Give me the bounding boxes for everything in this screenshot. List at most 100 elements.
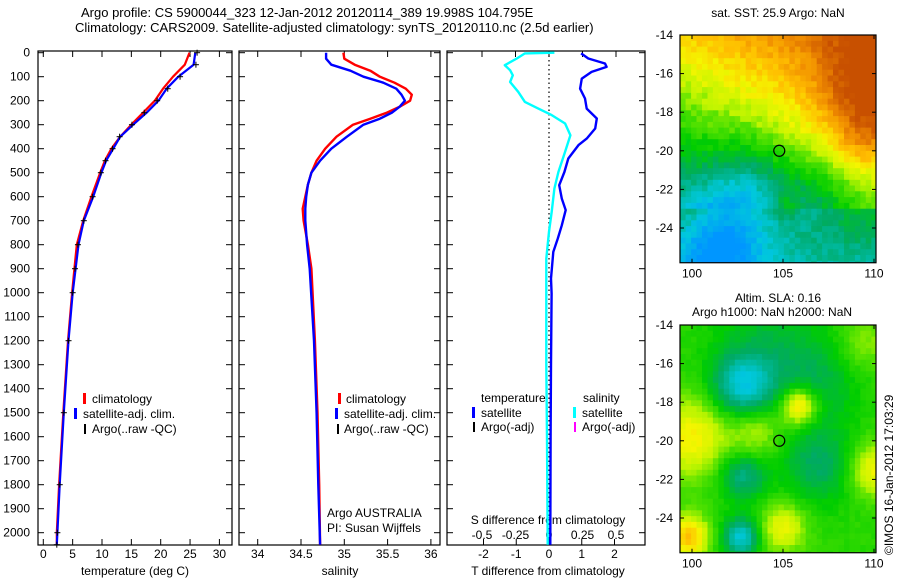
sst-cell [816, 98, 823, 106]
sla-cell [729, 388, 736, 396]
sst-cell [800, 237, 807, 245]
sst-cell [680, 231, 687, 239]
sst-cell [860, 139, 867, 146]
sla-cell [849, 359, 856, 367]
sst-cell [680, 197, 687, 204]
sla-cell [680, 330, 687, 338]
sst-cell [800, 202, 807, 210]
sst-cell [696, 214, 703, 221]
sla-cell [723, 492, 730, 500]
legend-swatch-t-satellite [472, 407, 475, 418]
sst-cell [778, 110, 785, 117]
sst-cell [740, 179, 747, 187]
sst-cell [762, 255, 769, 262]
sst-cell [691, 231, 698, 239]
sla-cell [702, 498, 709, 506]
sla-cell [762, 475, 769, 482]
sla-cell [680, 348, 687, 355]
sst-cell [691, 81, 698, 88]
sla-cell [838, 388, 845, 396]
sst-cell [783, 226, 790, 233]
sst-cell [833, 150, 840, 158]
sla-cell [838, 446, 845, 453]
sst-cell [805, 139, 812, 146]
sst-cell [783, 87, 790, 94]
sla-cell [860, 417, 867, 424]
sla-cell [860, 359, 867, 367]
sla-cell [740, 504, 747, 511]
sst-cell [811, 156, 818, 163]
sst-cell [745, 185, 752, 192]
sla-cell [745, 464, 752, 471]
sst-cell [734, 202, 741, 210]
sla-cell [811, 527, 818, 535]
sst-cell [778, 243, 785, 250]
sla-cell [794, 458, 801, 465]
sla-cell [865, 417, 872, 424]
sst-cell [816, 162, 823, 169]
sst-cell [756, 185, 763, 192]
sla-cell [778, 423, 785, 430]
depth-tick-label: 500 [10, 166, 30, 180]
sst-cell [740, 168, 747, 175]
sst-cell [805, 35, 812, 42]
sst-cell [833, 179, 840, 187]
sla-cell [691, 394, 698, 401]
sla-cell [816, 527, 823, 535]
sla-cell [680, 354, 687, 361]
sst-cell [762, 127, 769, 134]
sla-cell [767, 377, 774, 384]
sst-cell [685, 127, 692, 134]
sla-cell [729, 521, 736, 529]
sst-cell [756, 214, 763, 221]
map-mask [678, 262, 888, 271]
sst-cell [778, 58, 785, 65]
sla-cell [865, 371, 872, 378]
sla-cell [718, 400, 725, 407]
sla-cell [740, 458, 747, 465]
sst-cell [707, 81, 714, 88]
sla-cell [811, 521, 818, 529]
sla-cell [849, 336, 856, 343]
sla-cell [745, 336, 752, 343]
sla-cell [702, 325, 709, 332]
sla-cell [783, 458, 790, 465]
sla-cell [778, 446, 785, 453]
sst-cell [685, 145, 692, 152]
sla-cell [712, 348, 719, 355]
sla-cell [860, 435, 867, 442]
sst-cell [762, 64, 769, 71]
sla-cell [865, 521, 872, 529]
sst-cell [734, 104, 741, 111]
sla-cell [773, 423, 780, 430]
sst-cell [767, 237, 774, 245]
sst-cell [680, 81, 687, 88]
sst-cell [773, 69, 780, 77]
sst-cell [783, 220, 790, 227]
sst-cell [696, 179, 703, 187]
sst-cell [822, 64, 829, 71]
sla-cell [756, 504, 763, 511]
sla-cell [718, 325, 725, 332]
sla-cell [794, 446, 801, 453]
sla-cell [712, 545, 719, 552]
sst-cell [789, 202, 796, 210]
sst-cell [800, 208, 807, 216]
sst-cell [762, 208, 769, 216]
sla-cell [854, 388, 861, 396]
sst-cell [767, 197, 774, 204]
depth-tick-label: 1400 [3, 382, 30, 396]
sla-cell [800, 417, 807, 424]
sla-cell [680, 382, 687, 390]
sst-cell [740, 191, 747, 198]
sla-cell [860, 545, 867, 552]
sst-cell [854, 231, 861, 239]
sla-cell [822, 359, 829, 367]
sla-cell [696, 411, 703, 419]
sla-cell [712, 452, 719, 459]
sst-cell [822, 185, 829, 192]
sla-cell [844, 435, 851, 442]
sla-cell [691, 440, 698, 448]
sst-cell [816, 116, 823, 123]
sla-cell [723, 388, 730, 396]
